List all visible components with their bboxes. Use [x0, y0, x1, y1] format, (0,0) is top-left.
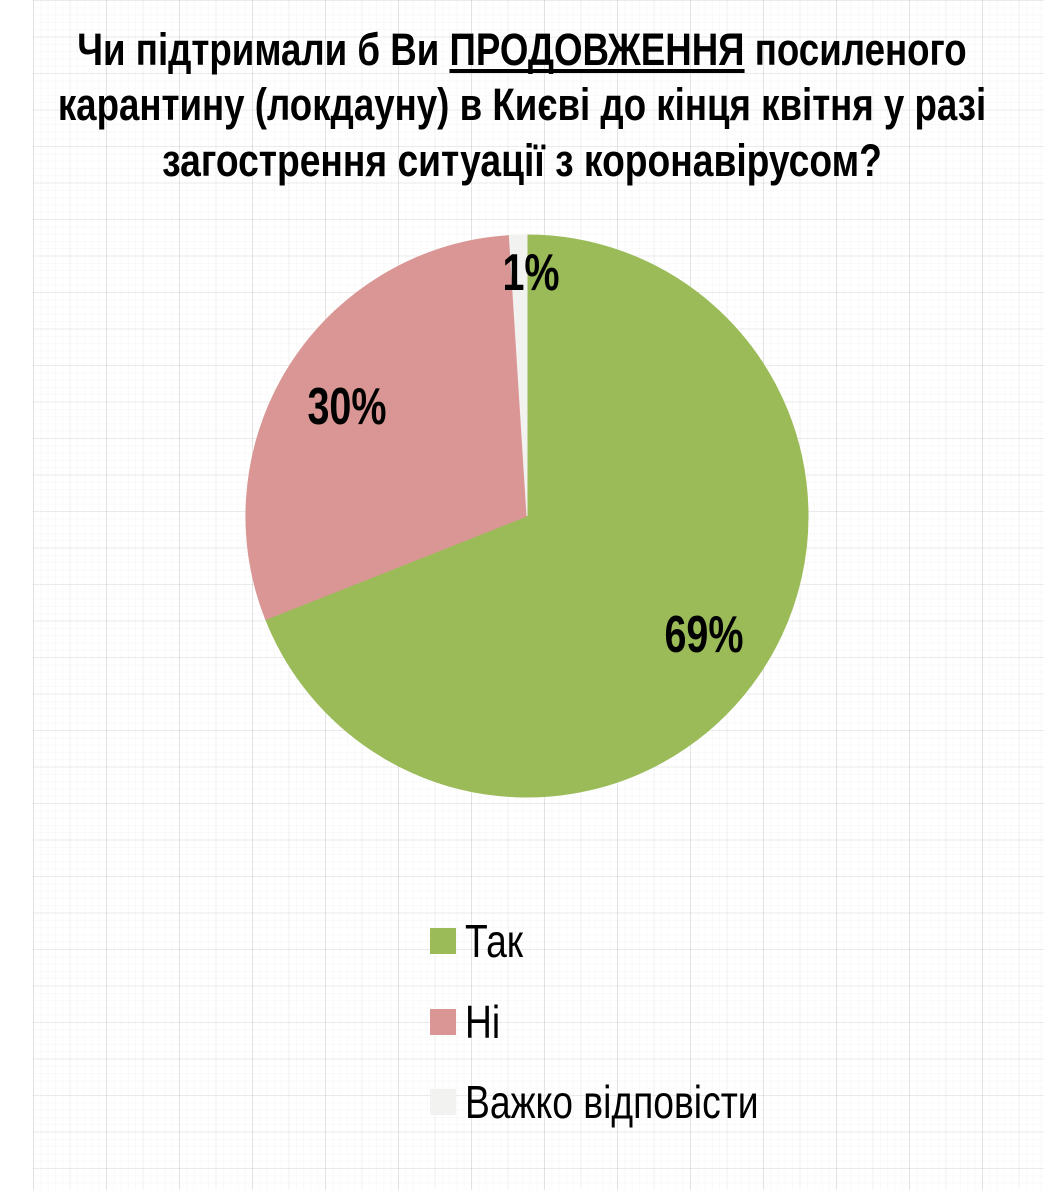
legend-swatch-ni	[430, 1009, 456, 1035]
title-line-3: загострення ситуації з коронавірусом?	[162, 135, 882, 186]
title-line-2: карантину (локдауну) в Києві до кінця кв…	[57, 79, 987, 130]
legend-item-ni: Ні	[430, 996, 508, 1048]
legend-label-ni: Ні	[465, 996, 501, 1048]
pie-chart	[245, 234, 809, 798]
legend-swatch-vazhko	[430, 1089, 456, 1115]
title-line-1: Чи підтримали б Ви ПРОДОВЖЕННЯ посиленог…	[77, 24, 967, 75]
legend-item-vazhko: Важко відповісти	[430, 1076, 827, 1128]
pie-label-ni: 30%	[307, 378, 387, 436]
pie-label-vazhko: 1%	[502, 244, 560, 302]
legend-label-tak: Так	[465, 915, 524, 967]
legend-swatch-tak	[430, 928, 456, 954]
pie-slice-Так	[265, 234, 809, 798]
pie-slice-Важко відповісти	[508, 234, 528, 517]
legend-label-vazhko: Важко відповісти	[465, 1076, 759, 1128]
pie-label-tak: 69%	[664, 606, 744, 664]
pie-slice-Ні	[245, 235, 528, 621]
title-underlined-word: ПРОДОВЖЕННЯ	[449, 24, 745, 75]
legend-item-tak: Так	[430, 915, 537, 967]
